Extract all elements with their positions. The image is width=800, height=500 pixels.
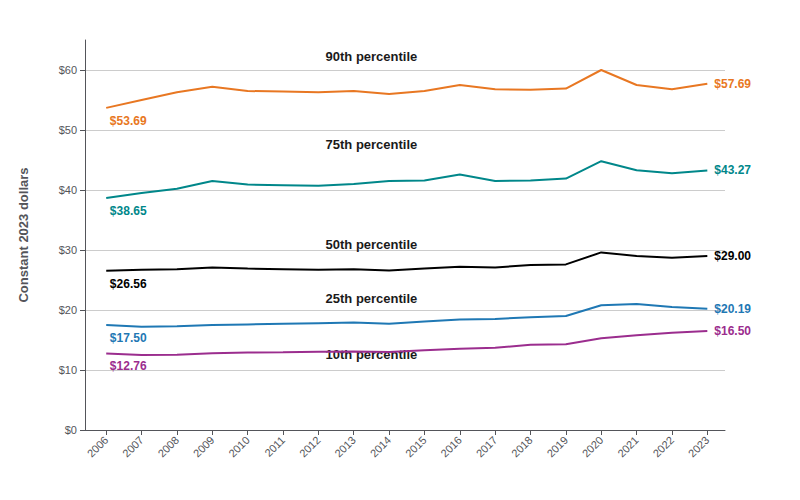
svg-text:2014: 2014 [368,434,394,460]
svg-text:25th percentile: 25th percentile [326,291,418,306]
svg-text:$40: $40 [59,184,77,196]
svg-text:2008: 2008 [155,434,181,460]
svg-text:$30: $30 [59,244,77,256]
svg-text:2021: 2021 [615,434,641,460]
svg-text:90th percentile: 90th percentile [326,49,418,64]
svg-text:2007: 2007 [120,434,146,460]
svg-text:$60: $60 [59,64,77,76]
svg-text:$20.19: $20.19 [714,302,751,316]
svg-text:$29.00: $29.00 [714,249,751,263]
svg-text:$53.69: $53.69 [110,114,147,128]
svg-text:$43.27: $43.27 [714,163,751,177]
svg-text:10th percentile: 10th percentile [326,347,418,362]
svg-text:2018: 2018 [509,434,535,460]
svg-text:$38.65: $38.65 [110,204,147,218]
svg-text:2019: 2019 [544,434,570,460]
svg-text:2013: 2013 [332,434,358,460]
svg-text:$12.76: $12.76 [110,359,147,373]
svg-text:75th percentile: 75th percentile [326,137,418,152]
svg-text:$57.69: $57.69 [714,77,751,91]
svg-text:2010: 2010 [226,434,252,460]
svg-text:$50: $50 [59,124,77,136]
svg-text:$0: $0 [65,424,77,436]
svg-text:2006: 2006 [85,434,111,460]
svg-text:2022: 2022 [650,434,676,460]
svg-text:$17.50: $17.50 [110,331,147,345]
svg-text:$10: $10 [59,364,77,376]
svg-text:2017: 2017 [474,434,500,460]
svg-text:$20: $20 [59,304,77,316]
svg-text:2011: 2011 [262,434,287,459]
svg-text:50th percentile: 50th percentile [326,237,418,252]
svg-text:$16.50: $16.50 [714,324,751,338]
svg-text:2009: 2009 [191,434,217,460]
svg-text:2016: 2016 [438,434,464,460]
svg-text:Constant 2023 dollars: Constant 2023 dollars [16,167,31,302]
svg-text:2015: 2015 [403,434,429,460]
svg-text:2020: 2020 [580,434,606,460]
svg-text:2023: 2023 [686,434,712,460]
svg-text:2012: 2012 [297,434,323,460]
svg-text:$26.56: $26.56 [110,277,147,291]
